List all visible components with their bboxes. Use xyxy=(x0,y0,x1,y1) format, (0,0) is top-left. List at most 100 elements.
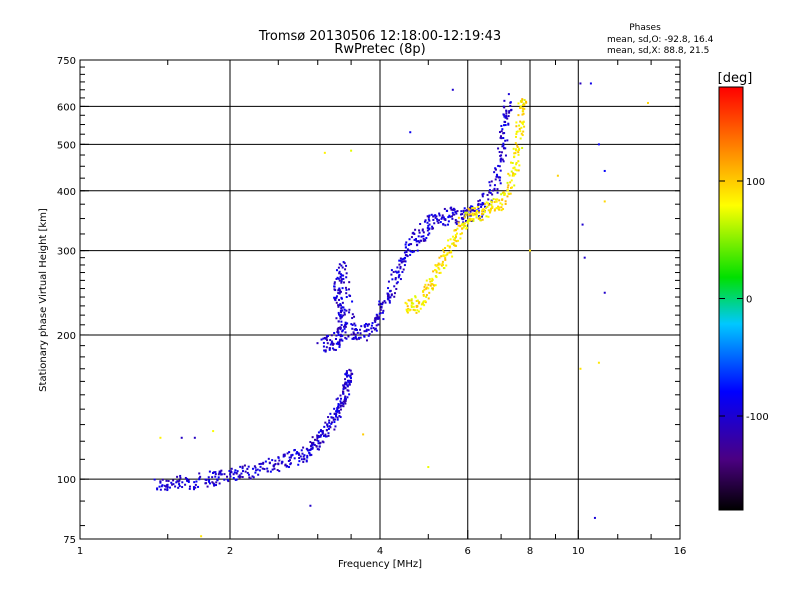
data-point xyxy=(410,298,413,301)
x-tick-label: 1 xyxy=(77,546,83,557)
data-point xyxy=(337,292,340,295)
data-point xyxy=(431,278,434,281)
data-point xyxy=(352,337,355,340)
data-point xyxy=(493,171,496,174)
data-point xyxy=(455,222,458,225)
data-point xyxy=(482,202,485,205)
data-point xyxy=(316,439,319,442)
data-point xyxy=(341,301,344,304)
data-point xyxy=(457,224,460,227)
data-point xyxy=(521,123,524,126)
data-point xyxy=(288,451,291,454)
data-point xyxy=(426,229,429,232)
data-point xyxy=(515,161,518,164)
data-point xyxy=(218,470,221,473)
data-point xyxy=(474,211,477,214)
data-point xyxy=(415,311,418,314)
data-point xyxy=(440,264,443,267)
data-point xyxy=(195,480,198,483)
data-point xyxy=(468,208,471,211)
data-point xyxy=(427,224,430,227)
data-point xyxy=(374,317,377,320)
data-point xyxy=(497,206,500,209)
data-point xyxy=(340,311,343,314)
data-point xyxy=(506,181,509,184)
data-point xyxy=(268,461,271,464)
data-point xyxy=(300,449,303,452)
data-point xyxy=(327,427,330,430)
data-point xyxy=(344,387,347,390)
data-point xyxy=(502,208,505,211)
data-point xyxy=(427,218,430,221)
data-point xyxy=(309,445,312,448)
data-point xyxy=(208,470,211,473)
data-point xyxy=(469,207,472,210)
data-point xyxy=(346,385,349,388)
data-point xyxy=(484,205,487,208)
data-point xyxy=(339,326,342,329)
x-tick-label: 10 xyxy=(572,546,585,557)
data-point xyxy=(354,328,357,331)
data-point xyxy=(264,460,267,463)
data-point xyxy=(282,453,285,456)
data-point xyxy=(325,346,328,349)
data-point xyxy=(329,343,332,346)
data-point xyxy=(437,219,440,222)
data-point xyxy=(514,173,517,176)
data-point xyxy=(346,375,349,378)
data-point xyxy=(343,324,346,327)
data-point xyxy=(438,214,441,217)
data-point xyxy=(646,101,649,104)
data-point xyxy=(387,297,390,300)
data-point xyxy=(353,315,356,318)
data-point xyxy=(317,431,320,434)
data-point xyxy=(337,405,340,408)
data-point xyxy=(457,239,460,242)
data-point xyxy=(508,174,511,177)
data-point xyxy=(356,331,359,334)
data-point xyxy=(525,101,528,104)
data-point xyxy=(479,203,482,206)
data-point xyxy=(480,205,483,208)
data-point xyxy=(486,205,489,208)
data-point xyxy=(326,342,329,345)
data-point xyxy=(423,304,426,307)
data-point xyxy=(185,477,188,480)
data-point xyxy=(422,300,425,303)
data-point xyxy=(500,124,503,127)
data-point xyxy=(462,221,465,224)
data-point xyxy=(507,115,510,118)
data-point xyxy=(425,279,428,282)
x-axis-label: Frequency [MHz] xyxy=(338,559,422,570)
plot-frame xyxy=(79,59,681,540)
data-point xyxy=(450,208,453,211)
data-point xyxy=(380,302,383,305)
data-point xyxy=(349,374,352,377)
data-point xyxy=(522,110,525,113)
data-point xyxy=(497,205,500,208)
data-point xyxy=(323,151,326,154)
data-point xyxy=(359,332,362,335)
data-point xyxy=(310,453,313,456)
data-point xyxy=(211,472,214,475)
data-point xyxy=(333,407,336,410)
data-point xyxy=(215,484,218,487)
data-point xyxy=(390,273,393,276)
data-point xyxy=(495,173,498,176)
data-point xyxy=(348,368,351,371)
data-point xyxy=(489,184,492,187)
data-point xyxy=(444,257,447,260)
data-point xyxy=(390,269,393,272)
data-point xyxy=(556,174,559,177)
data-point xyxy=(339,273,342,276)
data-point xyxy=(192,486,195,489)
chart-subtitle: RwPretec (8p) xyxy=(334,42,425,57)
data-point xyxy=(496,198,499,201)
data-point xyxy=(273,467,276,470)
data-point xyxy=(378,312,381,315)
data-point xyxy=(348,383,351,386)
data-point xyxy=(220,469,223,472)
data-point xyxy=(504,139,507,142)
data-point xyxy=(435,265,438,268)
data-point xyxy=(488,211,491,214)
